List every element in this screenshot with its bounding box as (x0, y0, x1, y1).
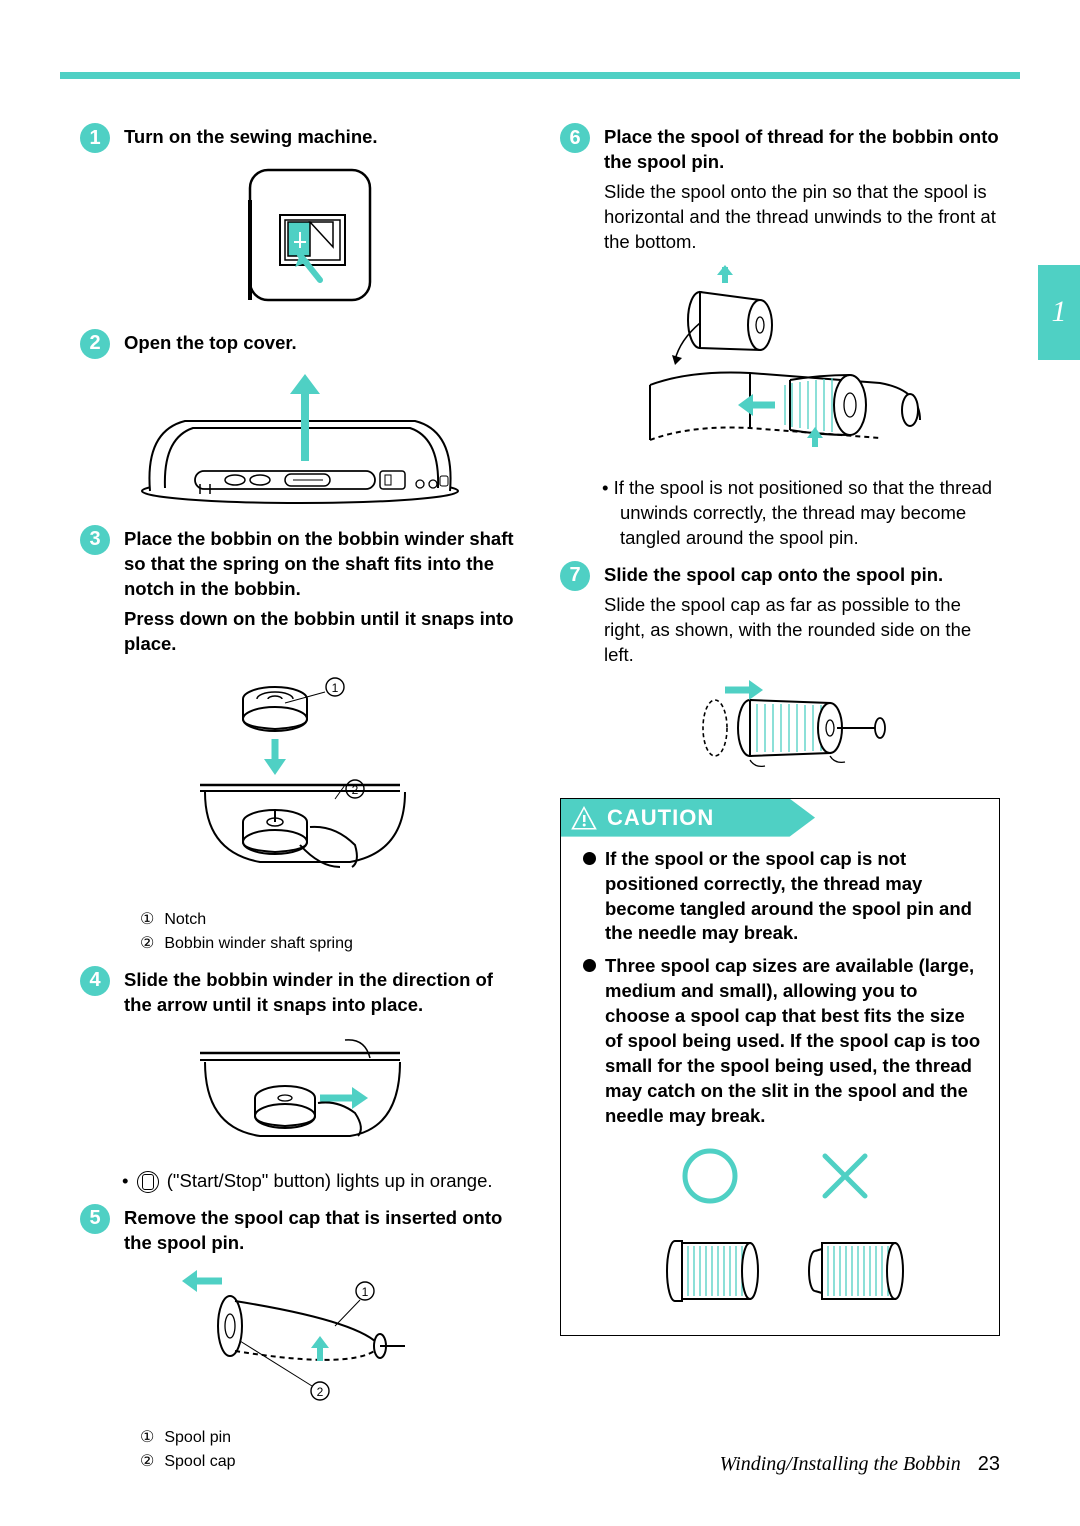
svg-text:1: 1 (332, 681, 339, 695)
diagram-spool-place (560, 265, 1000, 462)
step-title: Turn on the sewing machine. (124, 125, 520, 150)
step-title: Open the top cover. (124, 331, 520, 356)
diagram-bobbin-shaft: 1 2 (80, 667, 520, 894)
diagram-power (80, 160, 520, 317)
step-6: 6 Place the spool of thread for the bobb… (560, 125, 1000, 255)
step-4: 4 Slide the bobbin winder in the directi… (80, 968, 520, 1018)
caution-list: If the spool or the spool cap is not pos… (561, 847, 999, 1130)
legend-num: ① (140, 1426, 154, 1450)
step-badge: 6 (560, 123, 590, 153)
chapter-number: 1 (1052, 292, 1067, 333)
legend-text: Bobbin winder shaft spring (164, 932, 353, 956)
right-column: 6 Place the spool of thread for the bobb… (560, 125, 1000, 1431)
content-area: 1 Turn on the sewing machine. 2 Open the… (80, 125, 1000, 1431)
caution-item: Three spool cap sizes are available (lar… (581, 954, 983, 1129)
step-3: 3 Place the bobbin on the bobbin winder … (80, 527, 520, 657)
step6-note: If the spool is not positioned so that t… (560, 476, 1000, 551)
step-title: Place the bobbin on the bobbin winder sh… (124, 527, 520, 602)
legend-text: Notch (164, 908, 206, 932)
footer-title: Winding/Installing the Bobbin (720, 1453, 961, 1475)
step-5: 5 Remove the spool cap that is inserted … (80, 1206, 520, 1256)
page-number: 23 (978, 1453, 1000, 1475)
step-title: Remove the spool cap that is inserted on… (124, 1206, 520, 1256)
legend-step3: ① Notch ② Bobbin winder shaft spring (140, 908, 520, 956)
step4-note: ("Start/Stop" button) lights up in orang… (80, 1169, 520, 1194)
step-title: Slide the spool cap onto the spool pin. (604, 563, 1000, 588)
caution-header: CAUTION (561, 799, 999, 837)
caution-item: If the spool or the spool cap is not pos… (581, 847, 983, 947)
left-column: 1 Turn on the sewing machine. 2 Open the… (80, 125, 520, 1431)
header-rule (60, 72, 1020, 79)
caution-banner: CAUTION (561, 799, 815, 837)
step-badge: 3 (80, 525, 110, 555)
diagram-top-cover (80, 366, 520, 513)
diagram-winder-slide (80, 1028, 520, 1155)
svg-text:2: 2 (352, 783, 359, 797)
diagram-cap-slide (560, 678, 1000, 780)
step-badge: 4 (80, 966, 110, 996)
step-1: 1 Turn on the sewing machine. (80, 125, 520, 150)
step-badge: 1 (80, 123, 110, 153)
diagram-spool-cap-remove: 1 2 (80, 1266, 520, 1413)
step-7: 7 Slide the spool cap onto the spool pin… (560, 563, 1000, 668)
warning-icon (571, 806, 597, 830)
svg-text:2: 2 (317, 1385, 324, 1399)
step-body: Slide the spool cap as far as possible t… (604, 593, 1000, 668)
caution-label: CAUTION (607, 803, 714, 833)
step-badge: 5 (80, 1204, 110, 1234)
page-footer: Winding/Installing the Bobbin 23 (0, 1451, 1080, 1478)
step-title: Slide the bobbin winder in the direction… (124, 968, 520, 1018)
caution-box: CAUTION If the spool or the spool cap is… (560, 798, 1000, 1337)
caution-diagram (561, 1141, 999, 1323)
step-title: Place the spool of thread for the bobbin… (604, 125, 1000, 175)
note-text: ("Start/Stop" button) lights up in orang… (162, 1170, 493, 1191)
svg-text:1: 1 (362, 1285, 369, 1299)
step-badge: 2 (80, 329, 110, 359)
note-text: If the spool is not positioned so that t… (614, 477, 992, 548)
legend-num: ① (140, 908, 154, 932)
chapter-tab: 1 (1038, 265, 1080, 360)
step-body: Slide the spool onto the pin so that the… (604, 180, 1000, 255)
step-badge: 7 (560, 561, 590, 591)
legend-num: ② (140, 932, 154, 956)
start-stop-icon (137, 1171, 159, 1193)
step-2: 2 Open the top cover. (80, 331, 520, 356)
step-subtitle: Press down on the bobbin until it snaps … (124, 607, 520, 657)
legend-text: Spool pin (164, 1426, 231, 1450)
